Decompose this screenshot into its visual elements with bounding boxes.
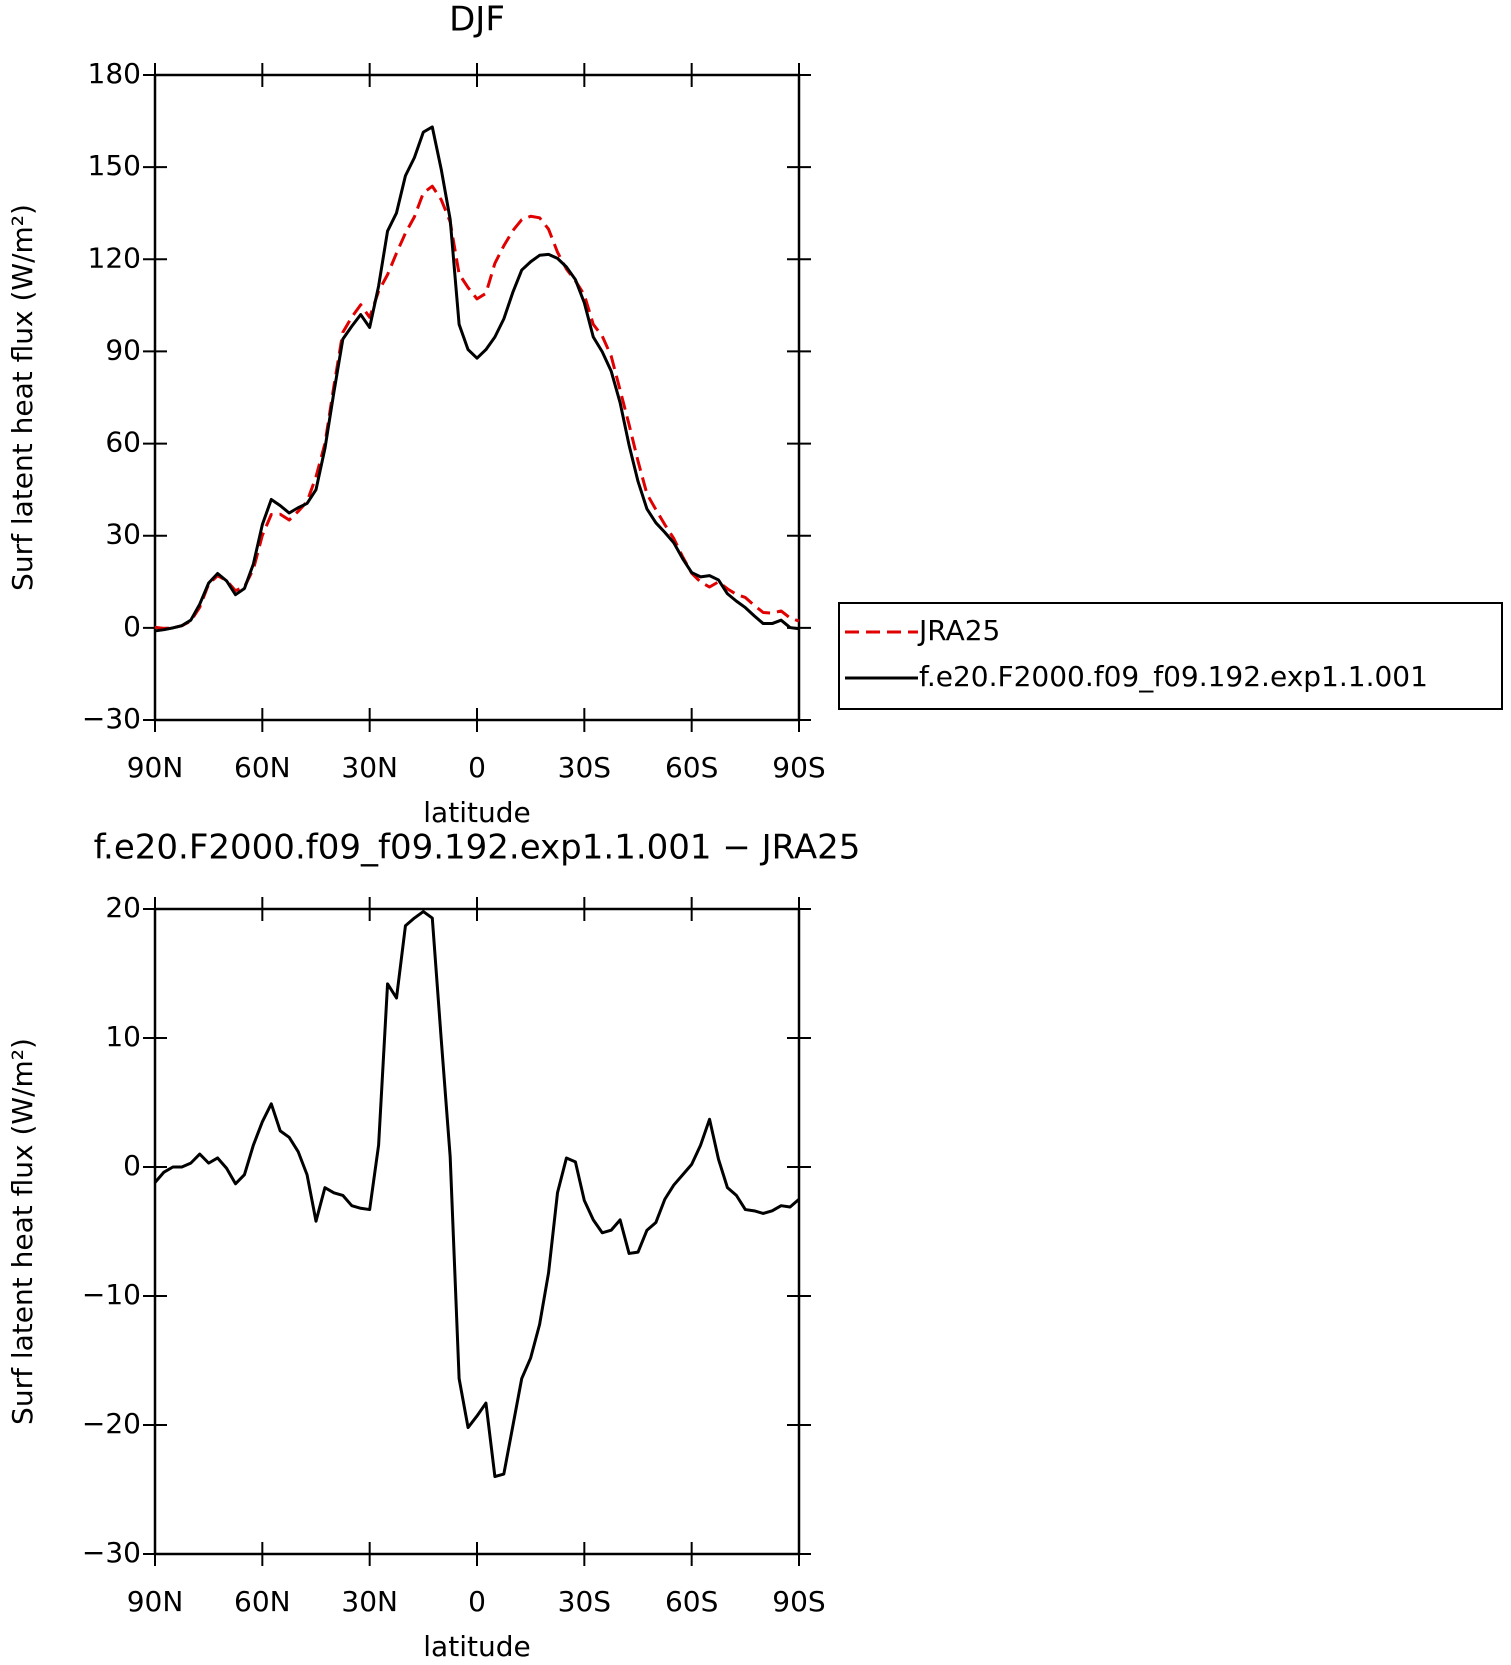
y-tick-label: −20 [82, 1407, 141, 1440]
y-tick-label: −30 [82, 1536, 141, 1569]
x-tick-label: 90S [772, 1585, 825, 1618]
x-tick-label: 60S [665, 1585, 718, 1618]
y-tick-label: 120 [88, 241, 141, 274]
x-tick-label: 60N [234, 751, 291, 784]
y-tick-label: 150 [88, 149, 141, 182]
y-tick-label: −30 [82, 702, 141, 735]
y-axis-label: Surf latent heat flux (W/m²) [6, 204, 39, 591]
x-tick-label: 0 [468, 751, 486, 784]
x-tick-label: 90N [127, 751, 184, 784]
legend-label: f.e20.F2000.f09_f09.192.exp1.1.001 [919, 660, 1428, 693]
x-tick-label: 90S [772, 751, 825, 784]
chart-title: f.e20.F2000.f09_f09.192.exp1.1.001 − JRA… [94, 828, 861, 868]
data-line [154, 184, 800, 630]
y-tick-label: 0 [123, 1149, 141, 1182]
data-line [154, 125, 800, 633]
y-tick-label: 180 [88, 57, 141, 90]
x-tick-label: 90N [127, 1585, 184, 1618]
x-tick-label: 30N [341, 1585, 398, 1618]
plot-frame [153, 907, 801, 1556]
y-tick-label: 0 [123, 610, 141, 643]
y-tick-label: 30 [105, 518, 141, 551]
y-tick-label: 60 [105, 426, 141, 459]
x-tick-label: 30N [341, 751, 398, 784]
x-axis-label: latitude [423, 1630, 530, 1663]
y-tick-label: 90 [105, 333, 141, 366]
data-line [153, 910, 800, 1479]
plot-frame [153, 73, 801, 722]
y-tick-label: 20 [105, 891, 141, 924]
x-axis-label: latitude [423, 796, 530, 829]
chart-title: DJF [449, 0, 505, 40]
y-tick-label: −10 [82, 1278, 141, 1311]
x-tick-label: 0 [468, 1585, 486, 1618]
legend-box [838, 602, 1503, 710]
x-tick-label: 30S [558, 1585, 611, 1618]
x-tick-label: 60S [665, 751, 718, 784]
x-tick-label: 60N [234, 1585, 291, 1618]
y-tick-label: 10 [105, 1020, 141, 1053]
x-tick-label: 30S [558, 751, 611, 784]
legend-label: JRA25 [917, 614, 1000, 647]
y-axis-label: Surf latent heat flux (W/m²) [6, 1038, 39, 1425]
